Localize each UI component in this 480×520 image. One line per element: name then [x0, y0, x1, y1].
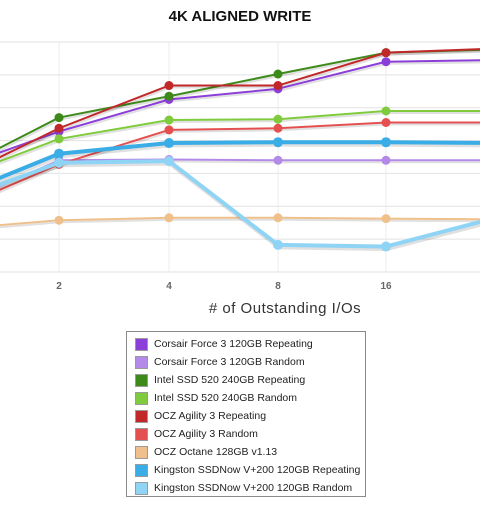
- x-tick-label: 2: [56, 281, 62, 292]
- series-line: [0, 159, 480, 249]
- data-point: [164, 91, 174, 101]
- legend-item: OCZ Octane 128GB v1.13: [135, 443, 365, 461]
- data-point: [164, 115, 174, 125]
- series-shadow: [0, 160, 480, 190]
- data-point: [381, 48, 391, 58]
- data-point: [381, 241, 391, 252]
- data-point: [54, 148, 64, 159]
- series-3: [0, 106, 480, 165]
- series-7: [0, 137, 480, 183]
- legend-swatch: [135, 409, 148, 423]
- data-point: [54, 134, 64, 144]
- data-point: [273, 155, 283, 165]
- legend-swatch: [135, 373, 148, 387]
- data-point: [54, 157, 64, 168]
- legend-swatch: [135, 463, 148, 477]
- legend-item: OCZ Agility 3 Random: [135, 425, 365, 443]
- series-4: [0, 48, 480, 161]
- legend-item: OCZ Agility 3 Repeating: [135, 407, 365, 425]
- data-point: [164, 156, 174, 167]
- legend-label: Intel SSD 520 240GB Repeating: [154, 374, 306, 386]
- data-point: [381, 155, 391, 165]
- legend-label: Kingston SSDNow V+200 120GB Random: [154, 482, 353, 494]
- series-line: [0, 110, 480, 163]
- legend-swatch: [135, 481, 148, 495]
- data-point: [381, 57, 391, 67]
- data-point: [164, 138, 174, 149]
- series-shadow: [0, 50, 480, 152]
- series-shadow: [0, 112, 480, 165]
- data-point: [273, 114, 283, 124]
- series-shadow: [0, 218, 480, 229]
- legend-item: Kingston SSDNow V+200 120GB Repeating: [135, 461, 365, 479]
- series-layer: [0, 48, 480, 252]
- data-point: [273, 137, 283, 148]
- legend-swatch: [135, 355, 148, 369]
- legend-label: Corsair Force 3 120GB Repeating: [154, 338, 313, 350]
- data-point: [381, 118, 391, 127]
- series-8: [0, 156, 480, 252]
- series-shadow: [0, 61, 480, 156]
- legend-label: Corsair Force 3 120GB Random: [154, 356, 305, 368]
- data-point: [273, 69, 283, 79]
- series-6: [0, 213, 480, 229]
- chart-title: 4K ALIGNED WRITE: [168, 8, 312, 25]
- legend-swatch: [135, 337, 148, 351]
- data-point: [54, 113, 64, 123]
- legend-item: Intel SSD 520 240GB Repeating: [135, 371, 365, 389]
- series-line: [0, 121, 480, 191]
- series-line: [0, 48, 480, 159]
- legend-label: Intel SSD 520 240GB Random: [154, 392, 298, 404]
- data-point: [273, 239, 283, 250]
- legend-label: OCZ Agility 3 Repeating: [154, 410, 267, 422]
- plot-area: 2 4 8 16: [0, 41, 480, 292]
- data-point: [164, 213, 174, 223]
- data-point: [381, 214, 391, 224]
- x-tick-label: 4: [166, 281, 172, 292]
- legend-item: Corsair Force 3 120GB Repeating: [135, 335, 365, 353]
- data-point: [381, 137, 391, 148]
- series-shadow: [0, 50, 480, 161]
- data-point: [54, 123, 64, 133]
- legend-swatch: [135, 427, 148, 441]
- legend-swatch: [135, 445, 148, 459]
- x-tick-label: 8: [275, 281, 281, 292]
- legend-swatch: [135, 391, 148, 405]
- x-tick-label: 16: [380, 281, 392, 292]
- legend-label: OCZ Octane 128GB v1.13: [154, 446, 278, 458]
- series-line: [0, 140, 480, 180]
- data-point: [164, 125, 174, 135]
- data-point: [54, 215, 64, 225]
- data-point: [381, 106, 391, 116]
- legend-label: OCZ Agility 3 Random: [154, 428, 258, 440]
- legend: Corsair Force 3 120GB Repeating Corsair F…: [126, 331, 366, 497]
- series-line: [0, 216, 480, 227]
- x-tick-layer: 2 4 8 16: [56, 281, 392, 292]
- legend-item: Intel SSD 520 240GB Random: [135, 389, 365, 407]
- legend-item: Kingston SSDNow V+200 120GB Random: [135, 479, 365, 497]
- x-axis-label: # of Outstanding I/Os: [208, 300, 362, 317]
- data-point: [164, 81, 174, 91]
- data-point: [273, 123, 283, 133]
- legend-label: Kingston SSDNow V+200 120GB Repeating: [154, 464, 361, 476]
- legend-item: Corsair Force 3 120GB Random: [135, 353, 365, 371]
- data-point: [273, 213, 283, 223]
- data-point: [273, 81, 283, 91]
- series-shadow: [0, 123, 480, 194]
